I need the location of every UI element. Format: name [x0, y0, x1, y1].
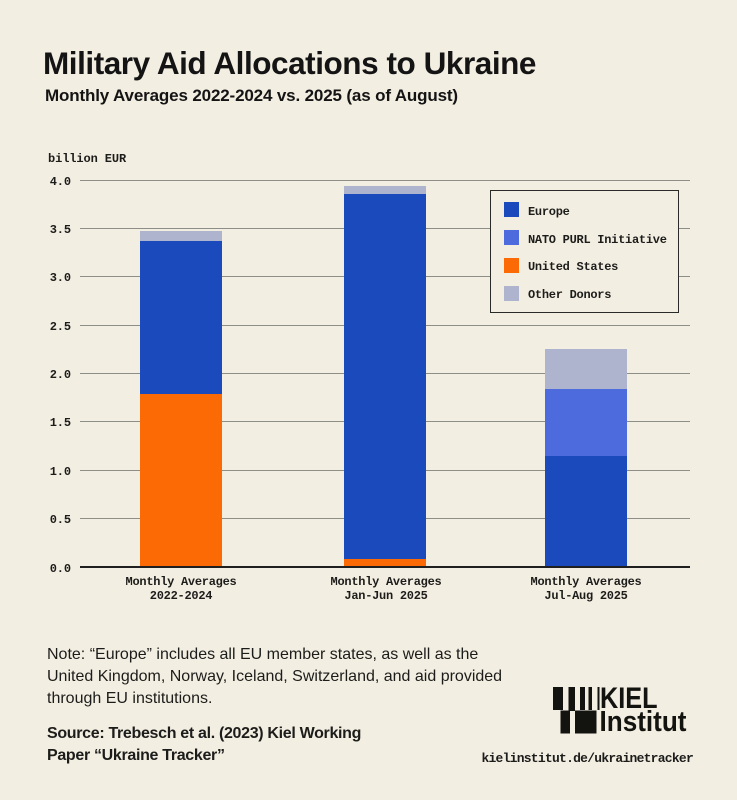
- svg-text:Institut: Institut: [600, 706, 687, 736]
- svg-text:KIEL: KIEL: [600, 684, 658, 715]
